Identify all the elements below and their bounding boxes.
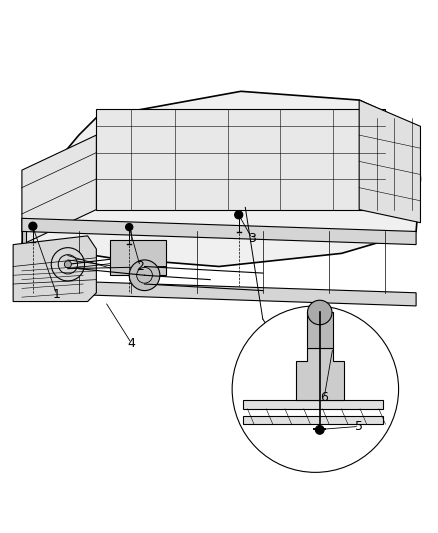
- Polygon shape: [359, 100, 420, 223]
- Polygon shape: [110, 240, 166, 275]
- Text: 5: 5: [355, 420, 363, 433]
- Circle shape: [235, 211, 243, 219]
- Polygon shape: [22, 280, 416, 306]
- Text: 1: 1: [53, 288, 61, 302]
- Text: 6: 6: [320, 391, 328, 405]
- Polygon shape: [22, 219, 416, 245]
- Polygon shape: [243, 400, 383, 409]
- Circle shape: [232, 306, 399, 472]
- Text: 4: 4: [127, 337, 135, 350]
- Polygon shape: [96, 109, 385, 209]
- Text: 3: 3: [248, 231, 256, 245]
- Polygon shape: [22, 91, 420, 266]
- Polygon shape: [22, 231, 26, 293]
- Circle shape: [64, 261, 71, 268]
- Polygon shape: [243, 416, 383, 424]
- Circle shape: [51, 248, 85, 281]
- Circle shape: [315, 425, 324, 434]
- Polygon shape: [296, 348, 344, 400]
- Circle shape: [307, 300, 332, 325]
- Polygon shape: [307, 312, 333, 348]
- Circle shape: [129, 260, 160, 290]
- Circle shape: [126, 223, 133, 231]
- Polygon shape: [22, 135, 96, 245]
- Circle shape: [29, 222, 37, 230]
- Text: 2: 2: [136, 260, 144, 273]
- Polygon shape: [13, 236, 96, 302]
